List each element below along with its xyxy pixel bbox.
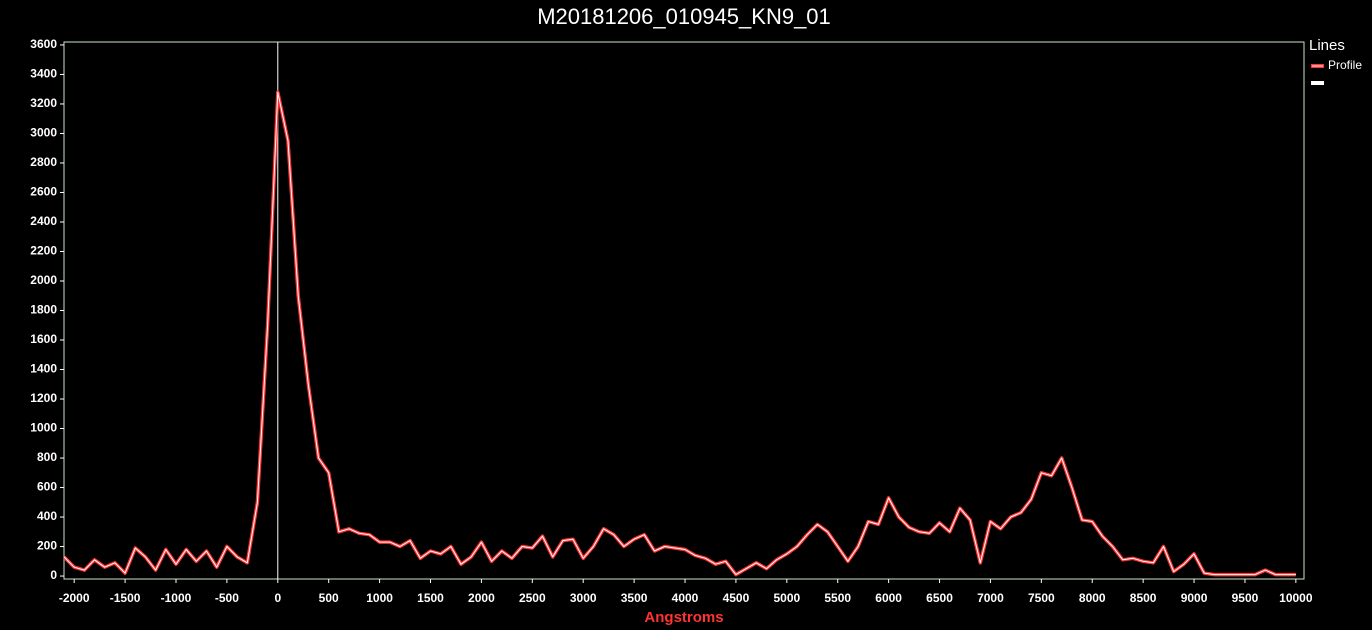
x-tick-label: 7000 — [977, 591, 1004, 605]
x-tick-label: 6000 — [875, 591, 902, 605]
y-tick-label: 2400 — [30, 214, 57, 228]
x-tick-label: -500 — [215, 591, 239, 605]
y-tick-label: 1200 — [30, 391, 57, 405]
x-tick-label: 3000 — [570, 591, 597, 605]
x-tick-label: 2000 — [468, 591, 495, 605]
x-tick-label: 6500 — [926, 591, 953, 605]
y-tick-label: 1400 — [30, 362, 57, 376]
x-tick-label: 4500 — [723, 591, 750, 605]
y-tick-label: 1600 — [30, 332, 57, 346]
x-tick-label: 8500 — [1130, 591, 1157, 605]
x-tick-label: -1000 — [161, 591, 192, 605]
y-tick-label: 2600 — [30, 185, 57, 199]
y-tick-label: 800 — [37, 450, 57, 464]
x-tick-label: 500 — [319, 591, 339, 605]
chart-title: M20181206_010945_KN9_01 — [537, 4, 831, 29]
x-tick-label: 8000 — [1079, 591, 1106, 605]
x-tick-label: 9500 — [1232, 591, 1259, 605]
x-tick-label: 5000 — [773, 591, 800, 605]
x-tick-label: 1500 — [417, 591, 444, 605]
y-tick-label: 3400 — [30, 67, 57, 81]
y-tick-label: 2000 — [30, 273, 57, 287]
y-tick-label: 3000 — [30, 126, 57, 140]
x-tick-label: 3500 — [621, 591, 648, 605]
x-tick-label: -2000 — [59, 591, 90, 605]
legend-title: Lines — [1309, 37, 1345, 54]
legend-swatch — [1311, 81, 1324, 85]
line — [63, 91, 1296, 576]
x-tick-label: 1000 — [366, 591, 393, 605]
y-tick-label: 3200 — [30, 96, 57, 110]
x-tick-label: 7500 — [1028, 591, 1055, 605]
y-tick-label: 2800 — [30, 155, 57, 169]
y-tick-label: 0 — [50, 568, 57, 582]
x-tick-label: 2500 — [519, 591, 546, 605]
legend-label: Profile — [1328, 58, 1362, 72]
y-tick-label: 2200 — [30, 244, 57, 258]
x-axis-label: Angstroms — [644, 609, 723, 626]
x-tick-label: 10000 — [1279, 591, 1313, 605]
x-tick-label: 0 — [274, 591, 281, 605]
x-tick-label: 4000 — [672, 591, 699, 605]
y-tick-label: 400 — [37, 509, 57, 523]
x-tick-label: -1500 — [110, 591, 141, 605]
y-tick-label: 3600 — [30, 37, 57, 51]
y-tick-label: 1800 — [30, 303, 57, 317]
y-tick-label: 600 — [37, 480, 57, 494]
y-tick-label: 200 — [37, 539, 57, 553]
x-tick-label: 5500 — [824, 591, 851, 605]
y-tick-label: 1000 — [30, 421, 57, 435]
x-tick-label: 9000 — [1181, 591, 1208, 605]
